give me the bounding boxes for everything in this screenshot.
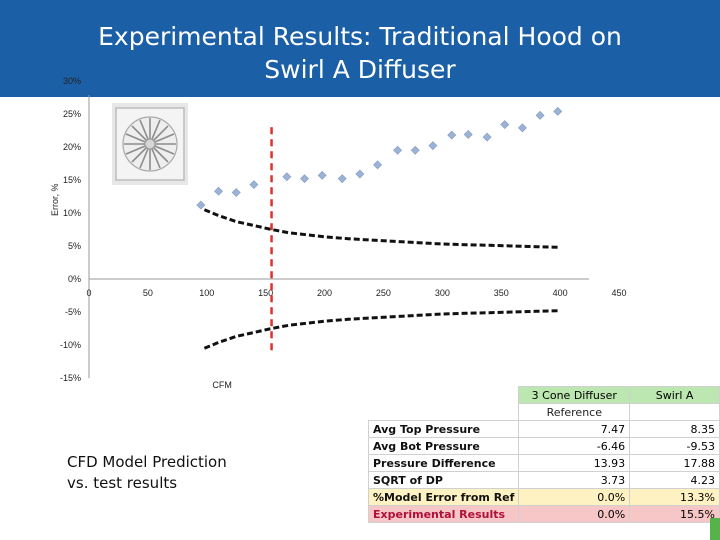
y-tick-label: 10%: [63, 208, 81, 218]
title-line-2: Swirl A Diffuser: [264, 55, 456, 84]
chart-caption: CFD Model Prediction vs. test results: [67, 452, 227, 494]
data-point: [428, 141, 438, 151]
x-axis-label: CFM: [212, 380, 232, 390]
cell-swirl-a: 13.3%: [629, 488, 720, 506]
x-tick-label: 0: [86, 288, 91, 298]
data-point: [249, 180, 259, 190]
y-tick-label: -15%: [60, 373, 81, 383]
cell-swirl-a: 4.23: [629, 471, 720, 489]
cell-swirl-a: -9.53: [629, 437, 720, 455]
cell-3-cone: -6.46: [518, 437, 631, 455]
caption-line-2: vs. test results: [67, 474, 178, 492]
data-point: [337, 174, 347, 184]
data-point: [482, 132, 492, 142]
data-point: [447, 130, 457, 140]
title-line-1: Experimental Results: Traditional Hood o…: [98, 22, 622, 51]
reference-label: Reference: [518, 403, 631, 421]
data-point: [500, 120, 510, 129]
x-tick-label: 350: [494, 288, 509, 298]
cell-3-cone: 13.93: [518, 454, 631, 472]
row-label: Avg Bot Pressure: [367, 437, 520, 455]
table-reference-row: Reference: [368, 403, 720, 421]
title-banner: [0, 0, 720, 97]
y-tick-label: 5%: [68, 241, 81, 251]
y-tick-label: 0%: [68, 274, 81, 284]
x-tick-label: 400: [553, 288, 568, 298]
x-tick-label: 150: [258, 288, 273, 298]
table-row: Avg Bot Pressure -6.46 -9.53: [367, 437, 720, 455]
cell-3-cone: 3.73: [518, 471, 631, 489]
row-label: Experimental Results: [367, 505, 520, 523]
table-row: Avg Top Pressure 7.47 8.35: [367, 420, 720, 438]
diffuser-photo: [112, 103, 188, 185]
data-point: [355, 169, 365, 179]
table-row: Pressure Difference 13.93 17.88: [367, 454, 720, 472]
cell-swirl-a: 17.88: [629, 454, 720, 472]
data-point: [373, 160, 382, 170]
cell-swirl-a: 15.5%: [629, 505, 720, 523]
caption-line-1: CFD Model Prediction: [67, 453, 227, 471]
data-point: [282, 172, 292, 182]
row-label: Avg Top Pressure: [367, 420, 520, 438]
data-point: [214, 186, 223, 196]
column-header-3-cone: 3 Cone Diffuser: [518, 386, 631, 404]
y-tick-label: 30%: [63, 76, 81, 86]
row-label: SQRT of DP: [367, 471, 520, 489]
data-point: [517, 123, 527, 133]
cell-3-cone: 7.47: [518, 420, 631, 438]
x-tick-label: 250: [376, 288, 391, 298]
table-corner: [368, 386, 519, 404]
data-point: [535, 110, 545, 120]
row-label: Pressure Difference: [367, 454, 520, 472]
data-point: [231, 188, 241, 197]
x-tick-label: 100: [199, 288, 214, 298]
slide-corner-accent: [710, 518, 720, 540]
cell-3-cone: 0.0%: [518, 505, 631, 523]
data-point: [300, 174, 309, 184]
model-bound-line-2: [203, 309, 561, 350]
page-title: Experimental Results: Traditional Hood o…: [90, 20, 630, 86]
row-label: %Model Error from Ref: [367, 488, 520, 506]
y-tick-label: -5%: [65, 307, 81, 317]
y-axis-label: Error, %: [50, 184, 60, 217]
data-point: [463, 130, 473, 139]
cell-swirl-a: 8.35: [629, 420, 720, 438]
cell-3-cone: 0.0%: [518, 488, 631, 506]
y-tick-label: 15%: [63, 175, 81, 185]
data-point: [553, 106, 563, 116]
data-point: [393, 145, 403, 155]
table-row-experimental: Experimental Results 0.0% 15.5%: [367, 505, 720, 523]
x-tick-label: 200: [317, 288, 332, 298]
y-tick-label: -10%: [60, 340, 81, 350]
table-row: SQRT of DP 3.73 4.23: [367, 471, 720, 489]
data-point: [196, 200, 206, 210]
y-tick-label: 20%: [63, 142, 81, 152]
column-header-swirl-a: Swirl A: [629, 386, 720, 404]
table-header-row: 3 Cone Diffuser Swirl A: [368, 386, 720, 404]
y-tick-label: 25%: [63, 109, 81, 119]
x-tick-label: 450: [611, 288, 626, 298]
x-tick-label: 50: [143, 288, 153, 298]
data-point: [317, 170, 327, 180]
data-point: [410, 145, 420, 155]
pressure-table: 3 Cone Diffuser Swirl A Reference Avg To…: [367, 386, 720, 523]
table-row-model-error: %Model Error from Ref 0.0% 13.3%: [367, 488, 720, 506]
model-bound-line-1: [203, 208, 561, 249]
x-tick-label: 300: [435, 288, 450, 298]
